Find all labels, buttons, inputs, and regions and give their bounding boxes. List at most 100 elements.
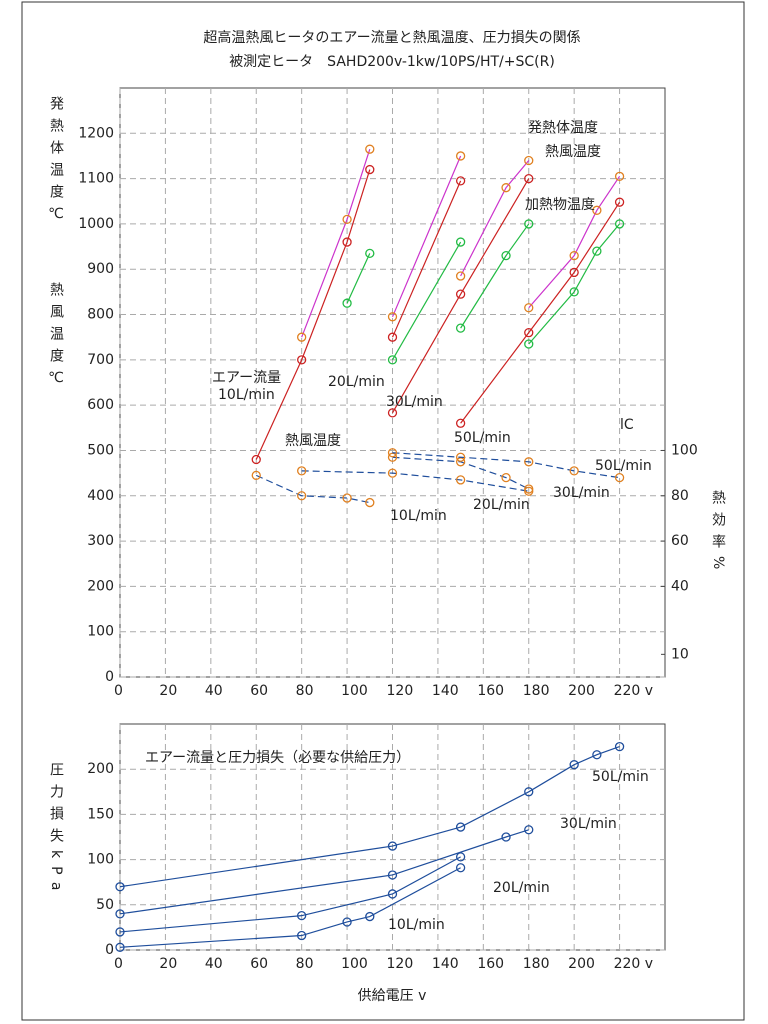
data-point (455, 151, 466, 161)
y-tick-label: 100 (87, 624, 114, 640)
data-point (524, 484, 534, 494)
annotation: 熱風温度 (545, 144, 601, 160)
data-point (251, 454, 261, 465)
frame (21, 1, 745, 1021)
data-point (297, 930, 307, 941)
data-point (524, 825, 534, 835)
x-tick-label: 20 (159, 956, 177, 972)
data-point (387, 468, 398, 478)
y-tick-label: 900 (87, 261, 114, 277)
y-tick-label: 200 (87, 578, 114, 594)
series-line (119, 856, 461, 933)
series-line (391, 155, 462, 318)
chart-subtitle: 被測定ヒータ SAHD200v-1kw/10PS/HT/+SC(R) (229, 54, 555, 70)
series-line (119, 746, 620, 888)
annotation: 10L/min (218, 387, 275, 403)
series-label: 10L/min (388, 917, 445, 933)
x-tick-label: 80 (296, 956, 314, 972)
x-tick-label: 60 (250, 956, 268, 972)
x-tick-label: 180 (523, 956, 550, 972)
data-point (455, 475, 466, 485)
annotation: 発熱体温度 (528, 120, 598, 136)
y-tick-label: 1200 (78, 125, 114, 141)
y-tick-label: 400 (87, 488, 114, 504)
x-tick-label: 80 (296, 683, 314, 699)
series-label: 20L/min (493, 880, 550, 896)
data-point (251, 470, 261, 481)
series-line (460, 160, 530, 277)
y2-tick-label: 100 (671, 442, 698, 458)
data-point (297, 466, 307, 476)
data-point (524, 787, 534, 797)
x-tick-label: 160 (477, 956, 504, 972)
plot-title: エアー流量と圧力損失（必要な供給圧力） (145, 750, 410, 766)
x-tick-label: 40 (205, 956, 223, 972)
data-point (342, 214, 352, 225)
data-point (115, 909, 125, 919)
data-point (614, 741, 625, 752)
annotation: 30L/min (386, 394, 443, 410)
y-tick-label: 700 (87, 352, 114, 368)
series-line (460, 223, 530, 329)
x-tick-label: 160 (477, 683, 504, 699)
data-point (387, 332, 398, 342)
x-tick-label: 140 (432, 956, 459, 972)
x-tick-label: 0 (114, 683, 123, 699)
data-point (455, 289, 466, 299)
y-tick-label: 50 (96, 897, 114, 913)
data-point (387, 870, 398, 880)
data-point (387, 355, 398, 365)
series-line (392, 452, 620, 479)
series-line (391, 241, 462, 361)
x-tick-label: 60 (250, 683, 268, 699)
y-axis-label: 圧力損失kPa (48, 762, 64, 899)
data-point (455, 852, 466, 862)
y-tick-label: 150 (87, 806, 114, 822)
data-point (342, 917, 352, 927)
series-line (391, 180, 462, 338)
x-tick-label: 20 (159, 683, 177, 699)
data-point (455, 237, 466, 247)
data-point (455, 271, 466, 281)
x-tick-label: 220 v (614, 683, 653, 699)
data-point (387, 448, 398, 458)
data-point (614, 472, 625, 483)
data-point (614, 197, 625, 207)
data-point (524, 219, 534, 229)
y2-axis-label: 熱効率% (710, 490, 726, 577)
data-point (365, 144, 375, 154)
y2-tick-label: 40 (671, 578, 689, 594)
series-line (301, 148, 371, 338)
y-tick-label: 600 (87, 397, 114, 413)
y-tick-label: 800 (87, 307, 114, 323)
x-tick-label: 100 (341, 683, 368, 699)
data-point (342, 237, 352, 247)
data-point (115, 927, 125, 937)
series-line (119, 829, 529, 915)
annotation: 加熱物温度 (525, 197, 595, 213)
data-point (524, 303, 534, 313)
x-tick-label: 0 (114, 956, 123, 972)
data-point (569, 466, 579, 476)
x-tick-label: 180 (523, 683, 550, 699)
data-point (365, 248, 375, 259)
series-line (528, 176, 621, 309)
annotation: 熱風温度 (285, 433, 341, 449)
y-tick-label: 1100 (78, 171, 114, 187)
data-point (614, 219, 625, 229)
data-point (524, 339, 534, 349)
data-point (569, 287, 579, 297)
x-tick-label: 220 v (614, 956, 653, 972)
y-tick-label: 0 (105, 669, 114, 685)
series-line (346, 253, 371, 304)
data-point (524, 173, 534, 184)
data-point (455, 863, 466, 873)
series-label: 50L/min (592, 769, 649, 785)
x-axis-label: 供給電圧 v (358, 988, 427, 1004)
annotation: 20L/min (328, 374, 385, 390)
y-tick-label: 1000 (78, 216, 114, 232)
y2-tick-label: 10 (671, 646, 689, 662)
data-point (501, 250, 511, 261)
data-point (455, 822, 466, 832)
data-point (592, 750, 602, 760)
